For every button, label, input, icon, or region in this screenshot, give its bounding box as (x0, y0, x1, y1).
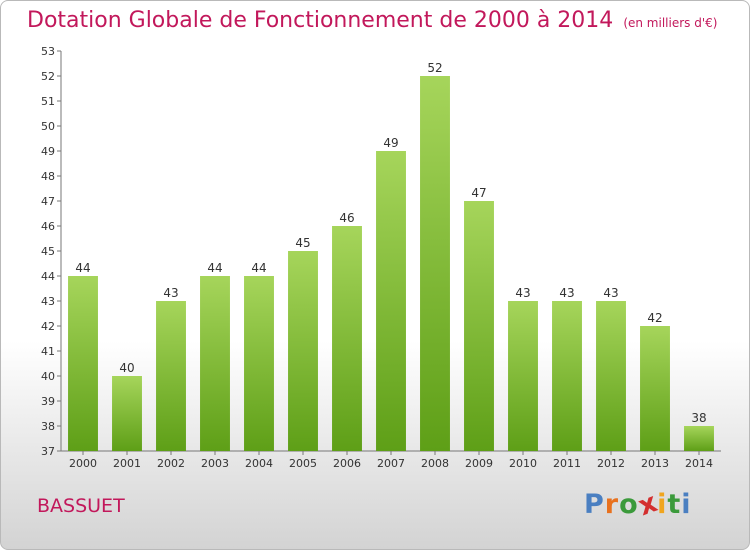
x-tick-label: 2004 (245, 457, 273, 470)
logo-letter: r (604, 489, 620, 520)
title-unit: (en milliers d'€) (623, 16, 718, 30)
value-label: 44 (207, 261, 222, 275)
bar-2002 (156, 301, 186, 451)
axes: 37 38 39 40 41 42 43 44 45 46 47 48 49 50 51 52 53 2000 20… (41, 45, 721, 470)
bar-2013 (640, 326, 670, 451)
value-label: 49 (383, 136, 398, 150)
bars (68, 76, 714, 451)
value-label: 40 (119, 361, 134, 375)
value-label: 44 (251, 261, 266, 275)
chart-title: Dotation Globale de Fonctionnement de 20… (27, 8, 717, 33)
value-label: 43 (603, 286, 618, 300)
x-tick-label: 2013 (641, 457, 669, 470)
y-tick-label: 52 (41, 70, 55, 83)
title-text: Dotation Globale de Fonctionnement de 20… (27, 8, 614, 33)
y-tick-label: 50 (41, 120, 55, 133)
bar-2004 (244, 276, 274, 451)
y-tick-label: 42 (41, 320, 55, 333)
y-tick-label: 45 (41, 245, 55, 258)
y-tick-label: 38 (41, 420, 55, 433)
x-tick-label: 2002 (157, 457, 185, 470)
y-tick-label: 48 (41, 170, 55, 183)
value-label: 42 (647, 311, 662, 325)
value-label: 52 (427, 61, 442, 75)
bar-2010 (508, 301, 538, 451)
y-tick-label: 53 (41, 45, 55, 58)
value-label: 43 (559, 286, 574, 300)
y-tick-label: 40 (41, 370, 55, 383)
y-tick-label: 37 (41, 445, 55, 458)
y-tick-label: 49 (41, 145, 55, 158)
value-label: 44 (75, 261, 90, 275)
logo-letter: P (584, 489, 605, 520)
bar-2003 (200, 276, 230, 451)
y-tick-label: 47 (41, 195, 55, 208)
x-tick-label: 2007 (377, 457, 405, 470)
bar-2000 (68, 276, 98, 451)
value-label: 46 (339, 211, 354, 225)
x-tick-label: 2009 (465, 457, 493, 470)
x-tick-label: 2011 (553, 457, 581, 470)
bar-2006 (332, 226, 362, 451)
bar-2012 (596, 301, 626, 451)
x-tick-label: 2003 (201, 457, 229, 470)
bar-2007 (376, 151, 406, 451)
y-tick-label: 39 (41, 395, 55, 408)
y-tick-label: 51 (41, 95, 55, 108)
logo-letter: o (619, 489, 639, 520)
x-tick-label: 2001 (113, 457, 141, 470)
bar-2001 (112, 376, 142, 451)
bar-2009 (464, 201, 494, 451)
proxiti-logo: Proxiti (584, 487, 692, 522)
x-tick-label: 2010 (509, 457, 537, 470)
value-label: 43 (515, 286, 530, 300)
value-labels: 44 40 43 44 44 45 46 49 52 47 43 43 43 42 38 (75, 61, 706, 425)
value-label: 43 (163, 286, 178, 300)
x-tick-label: 2000 (69, 457, 97, 470)
bar-2011 (552, 301, 582, 451)
x-tick-label: 2008 (421, 457, 449, 470)
y-tick-label: 44 (41, 270, 55, 283)
logo-letter: t (667, 489, 682, 520)
bar-2008 (420, 76, 450, 451)
x-tick-label: 2006 (333, 457, 361, 470)
value-label: 45 (295, 236, 310, 250)
bar-2014 (684, 426, 714, 451)
place-name: BASSUET (37, 495, 125, 517)
y-tick-label: 46 (41, 220, 55, 233)
x-tick-label: 2005 (289, 457, 317, 470)
logo-letter: i (681, 489, 692, 520)
logo-letter: i (657, 489, 668, 520)
value-label: 38 (691, 411, 706, 425)
x-tick-label: 2014 (685, 457, 713, 470)
bar-2005 (288, 251, 318, 451)
x-tick-label: 2012 (597, 457, 625, 470)
y-tick-label: 43 (41, 295, 55, 308)
y-tick-label: 41 (41, 345, 55, 358)
value-label: 47 (471, 186, 486, 200)
